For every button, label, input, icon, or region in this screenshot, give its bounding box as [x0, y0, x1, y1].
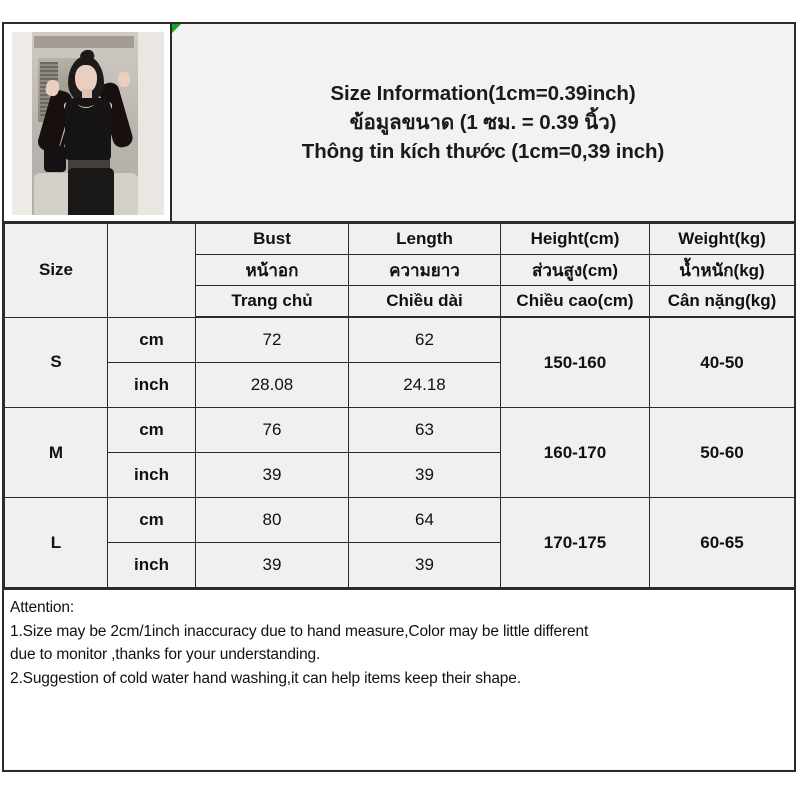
size-label-s: S [4, 316, 108, 408]
product-photo [12, 32, 164, 215]
col-header-bust-en: Bust [195, 223, 349, 255]
table-header-row-th: หน้าอก ความยาว ส่วนสูง(cm) น้ำหนัก(kg) [5, 254, 795, 286]
photo-door-frame [34, 36, 134, 48]
col-header-height-vi: Chiều cao(cm) [500, 285, 650, 318]
col-header-bust-vi: Trang chủ [195, 285, 349, 318]
model-neck [82, 89, 92, 101]
measurements-table: Size Bust Length Height(cm) Weight(kg) ห… [4, 223, 795, 588]
length-inch-l: 39 [348, 542, 501, 588]
table-row: S cm 72 62 150-160 40-50 [4, 316, 795, 408]
attention-line-1: 1.Size may be 2cm/1inch inaccuracy due t… [10, 622, 589, 640]
weight-range-m: 50-60 [649, 407, 795, 498]
product-mesh-panel [68, 144, 110, 172]
unit-header-cell [107, 223, 196, 318]
unit-inch-m: inch [107, 452, 196, 498]
unit-inch-s: inch [107, 362, 196, 408]
title-vietnamese: Thông tin kích thước (1cm=0,39 inch) [301, 140, 665, 164]
attention-heading: Attention: [10, 599, 74, 616]
title-cell: Size Information(1cm=0.39inch) ข้อมูลขนา… [172, 24, 794, 221]
length-cm-m: 63 [348, 407, 501, 453]
col-header-length-th: ความยาว [348, 254, 501, 286]
bust-cm-s: 72 [195, 316, 349, 363]
unit-cm-l: cm [107, 497, 196, 543]
unit-inch-l: inch [107, 542, 196, 588]
model-hand-right [118, 72, 130, 87]
title-thai: ข้อมูลขนาด (1 ซม. = 0.39 นิ้ว) [349, 110, 617, 134]
title-english: Size Information(1cm=0.39inch) [330, 81, 636, 105]
col-header-weight-en: Weight(kg) [649, 223, 795, 255]
bust-inch-l: 39 [195, 542, 349, 588]
attention-block: Attention: 1.Size may be 2cm/1inch inacc… [4, 588, 794, 769]
size-chart-table: Size Information(1cm=0.39inch) ข้อมูลขนา… [2, 22, 796, 772]
model-necklace [78, 99, 94, 108]
table-row: inch 39 39 [5, 452, 795, 498]
weight-range-s: 40-50 [649, 316, 795, 408]
col-header-weight-vi: Cân nặng(kg) [649, 285, 795, 318]
model-pants [68, 168, 114, 215]
size-header-cell: Size [4, 223, 108, 318]
length-cm-s: 62 [348, 316, 501, 363]
col-header-height-en: Height(cm) [500, 223, 650, 255]
bust-inch-m: 39 [195, 452, 349, 498]
attention-line-2: due to monitor ,thanks for your understa… [10, 646, 321, 664]
photo-wall-left [12, 32, 32, 215]
col-header-height-th: ส่วนสูง(cm) [500, 254, 650, 286]
size-label-l: L [4, 497, 108, 588]
product-photo-cell [4, 24, 172, 221]
photo-wall-right [138, 32, 164, 215]
col-header-length-en: Length [348, 223, 501, 255]
bust-cm-l: 80 [195, 497, 349, 543]
height-range-l: 170-175 [500, 497, 650, 588]
model-face [75, 65, 97, 93]
unit-cm-s: cm [107, 316, 196, 363]
table-header-row-vi: Trang chủ Chiều dài Chiều cao(cm) Cân nặ… [5, 285, 795, 318]
table-row: inch 28.08 24.18 [5, 362, 795, 408]
bust-cm-m: 76 [195, 407, 349, 453]
table-header-row-en: Size Bust Length Height(cm) Weight(kg) [4, 223, 795, 318]
length-cm-l: 64 [348, 497, 501, 543]
col-header-bust-th: หน้าอก [195, 254, 349, 286]
col-header-weight-th: น้ำหนัก(kg) [649, 254, 795, 286]
green-corner-marker-icon [172, 24, 181, 33]
model-shoulder-bag [44, 146, 66, 172]
table-row: L cm 80 64 170-175 60-65 [4, 497, 795, 588]
bust-inch-s: 28.08 [195, 362, 349, 408]
table-row: M cm 76 63 160-170 50-60 [4, 407, 795, 498]
col-header-length-vi: Chiều dài [348, 285, 501, 318]
attention-line-3: 2.Suggestion of cold water hand washing,… [10, 669, 521, 687]
length-inch-s: 24.18 [348, 362, 501, 408]
height-range-s: 150-160 [500, 316, 650, 408]
unit-cm-m: cm [107, 407, 196, 453]
length-inch-m: 39 [348, 452, 501, 498]
weight-range-l: 60-65 [649, 497, 795, 588]
table-row: inch 39 39 [5, 542, 795, 588]
chart-header-band: Size Information(1cm=0.39inch) ข้อมูลขนา… [4, 24, 794, 223]
height-range-m: 160-170 [500, 407, 650, 498]
size-label-m: M [4, 407, 108, 498]
